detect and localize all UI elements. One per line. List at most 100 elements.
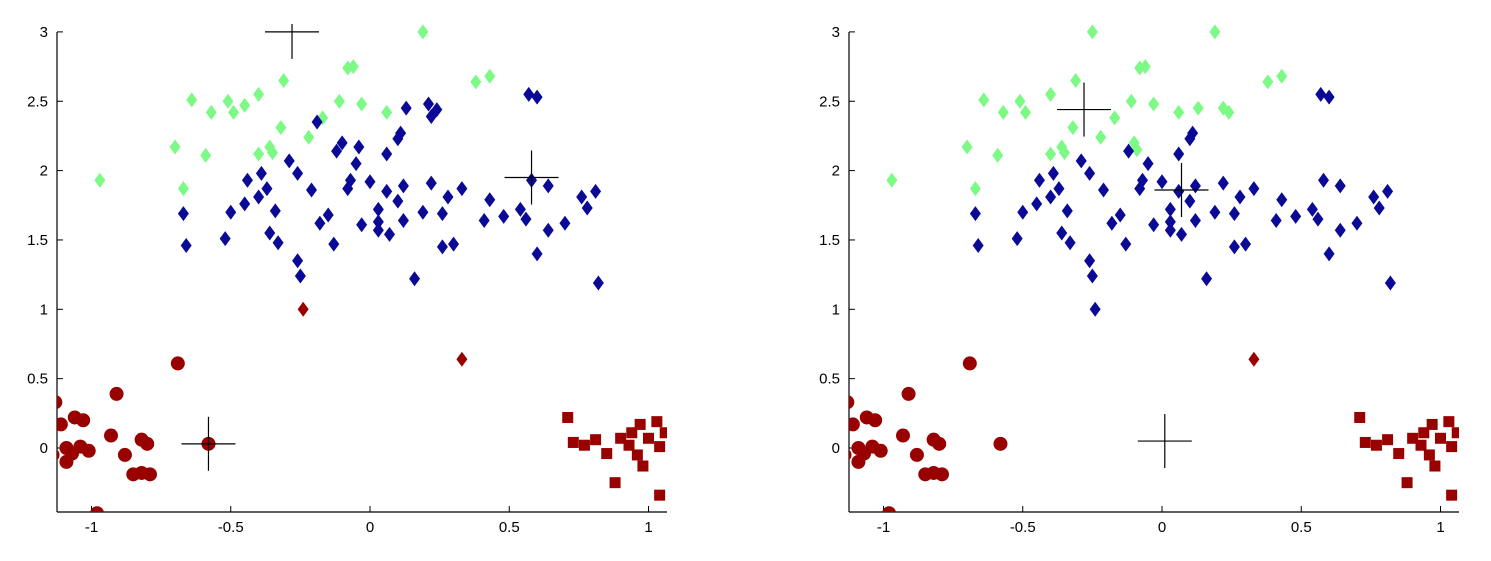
data-point-square-red bbox=[1451, 427, 1459, 439]
data-point-diamond-green bbox=[1276, 68, 1288, 84]
data-point-diamond-blue bbox=[1156, 174, 1168, 190]
data-point-circle-red bbox=[20, 460, 34, 474]
data-point-square-red bbox=[1393, 448, 1405, 460]
data-point-diamond-green bbox=[1125, 93, 1137, 109]
data-point-diamond-blue bbox=[328, 236, 340, 252]
data-point-diamond-blue bbox=[353, 139, 365, 155]
data-point-diamond-blue bbox=[478, 213, 490, 229]
data-point-diamond-blue bbox=[542, 222, 554, 238]
data-point-square-red bbox=[637, 460, 649, 472]
data-point-circle-red bbox=[142, 467, 157, 482]
data-point-diamond-green bbox=[1109, 110, 1121, 126]
data-point-square-red bbox=[1480, 443, 1491, 454]
data-point-diamond-green bbox=[1217, 100, 1229, 116]
data-point-diamond-blue bbox=[1209, 204, 1221, 220]
data-point-diamond-green bbox=[228, 104, 240, 120]
data-point-diamond-blue bbox=[1228, 206, 1240, 222]
data-point-diamond-blue bbox=[292, 253, 304, 269]
x-tick-label: 1 bbox=[1436, 519, 1444, 536]
data-point-circle-red bbox=[901, 386, 916, 401]
data-point-circle-red bbox=[895, 428, 910, 443]
data-point-diamond-blue bbox=[1323, 246, 1335, 262]
data-point-square-red bbox=[1471, 423, 1482, 434]
data-point-circle-red bbox=[849, 395, 855, 410]
x-tick-label: -1 bbox=[85, 519, 98, 536]
data-point-square-red bbox=[626, 427, 638, 439]
data-point-diamond-blue bbox=[1173, 183, 1185, 199]
data-point-diamond-blue bbox=[1184, 193, 1196, 209]
data-point-diamond-blue bbox=[1164, 214, 1176, 230]
data-point-diamond-blue bbox=[1228, 239, 1240, 255]
data-point-diamond-green bbox=[303, 129, 315, 145]
data-point-square-red bbox=[631, 449, 643, 461]
data-point-diamond-blue bbox=[498, 208, 510, 224]
data-point-diamond-green bbox=[275, 120, 287, 136]
x-tick-label: -1 bbox=[877, 519, 890, 536]
data-point-diamond-green bbox=[222, 93, 234, 109]
data-point-diamond-green bbox=[961, 139, 973, 155]
data-point-diamond-blue bbox=[1045, 189, 1057, 205]
data-point-diamond-green bbox=[1067, 120, 1079, 136]
data-point-diamond-green bbox=[969, 181, 981, 197]
y-tick-label: 1 bbox=[40, 301, 48, 318]
data-point-square-red bbox=[590, 434, 602, 446]
data-point-diamond-blue bbox=[1351, 215, 1363, 231]
data-point-diamond-blue bbox=[1315, 86, 1327, 102]
data-point-diamond-blue bbox=[364, 174, 376, 190]
data-point-diamond-green bbox=[997, 104, 1009, 120]
data-point-diamond-blue bbox=[1270, 213, 1282, 229]
x-tick-label: 0.5 bbox=[1291, 519, 1312, 536]
data-point-square-red bbox=[1354, 411, 1366, 423]
data-point-diamond-blue bbox=[576, 189, 588, 205]
x-tick-label: 1 bbox=[644, 519, 652, 536]
data-point-circle-red bbox=[103, 428, 118, 443]
data-point-diamond-green bbox=[1192, 100, 1204, 116]
data-point-circle-red bbox=[170, 356, 185, 371]
data-point-diamond-green bbox=[1014, 93, 1026, 109]
data-point-diamond-blue bbox=[1086, 268, 1098, 284]
x-tick-label: -0.5 bbox=[1010, 519, 1036, 536]
data-point-diamond-blue bbox=[283, 153, 295, 169]
data-point-circle-red bbox=[849, 449, 852, 461]
data-point-circle-red bbox=[835, 458, 849, 472]
data-point-diamond-red bbox=[297, 301, 309, 317]
data-point-diamond-blue bbox=[294, 268, 306, 284]
data-point-diamond-green bbox=[1128, 135, 1140, 151]
data-point-diamond-blue bbox=[1056, 225, 1068, 241]
data-point-diamond-blue bbox=[1323, 89, 1335, 105]
data-point-square-red bbox=[567, 436, 579, 448]
data-point-diamond-blue bbox=[372, 201, 384, 217]
data-point-circle-red bbox=[57, 449, 60, 461]
data-point-diamond-blue bbox=[442, 189, 454, 205]
data-point-circle-red bbox=[76, 413, 91, 428]
data-point-diamond-green bbox=[94, 172, 106, 188]
data-point-diamond-green bbox=[1134, 60, 1146, 76]
data-point-diamond-green bbox=[1223, 104, 1235, 120]
data-point-diamond-green bbox=[417, 24, 429, 40]
data-point-diamond-blue bbox=[542, 178, 554, 194]
data-points-group bbox=[20, 24, 667, 512]
y-tick-label: 2 bbox=[40, 163, 48, 180]
data-point-circle-red bbox=[962, 356, 977, 371]
data-point-diamond-blue bbox=[272, 235, 284, 251]
data-point-diamond-blue bbox=[1290, 208, 1302, 224]
data-point-circle-red bbox=[918, 467, 933, 482]
y-tick-label: 1 bbox=[832, 301, 840, 318]
data-point-diamond-blue bbox=[1276, 192, 1288, 208]
data-point-diamond-red bbox=[1248, 351, 1260, 367]
data-point-square-red bbox=[601, 448, 613, 460]
data-point-diamond-green bbox=[356, 96, 368, 112]
data-point-diamond-blue bbox=[372, 214, 384, 230]
data-point-circle-red bbox=[812, 460, 826, 474]
data-point-circle-red bbox=[57, 395, 63, 410]
data-point-diamond-blue bbox=[1164, 201, 1176, 217]
data-point-diamond-blue bbox=[1382, 183, 1394, 199]
y-tick-label: 3 bbox=[40, 24, 48, 41]
data-point-circle-red bbox=[868, 413, 883, 428]
data-point-square-red bbox=[623, 439, 635, 451]
data-point-diamond-blue bbox=[322, 207, 334, 223]
data-point-square-red bbox=[1415, 439, 1427, 451]
data-point-diamond-blue bbox=[1064, 235, 1076, 251]
data-point-diamond-blue bbox=[520, 211, 532, 227]
data-point-circle-red bbox=[140, 436, 155, 451]
